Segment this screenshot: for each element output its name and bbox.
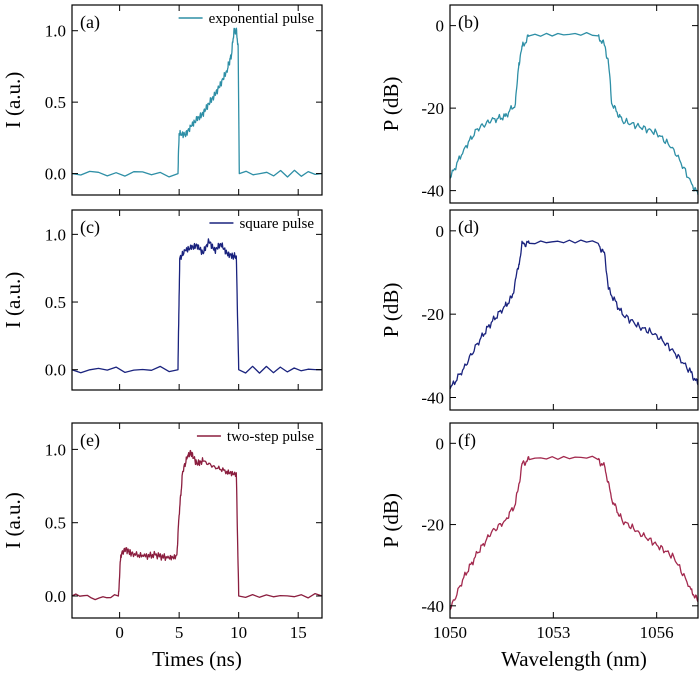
y-tick-label: 0 <box>436 222 445 241</box>
panel-a: 0.0 0.5 1.0 I (a.u.) (a) exponential pulse <box>1 4 323 196</box>
legend-label: two-step pulse <box>227 429 314 445</box>
y-tick-label: 0.0 <box>45 587 66 606</box>
panel-e: 0.0 0.5 1.0 0 5 10 15 I (a.u.) Times (ns) (e) two-… <box>1 422 323 671</box>
x-tick-label: 1050 <box>433 623 467 642</box>
y-tick-label: -40 <box>421 389 444 408</box>
panel-label: (d) <box>458 217 479 238</box>
plot-frame <box>71 422 323 619</box>
series-line <box>71 449 323 601</box>
plot-frame <box>449 4 699 204</box>
panel-label: (c) <box>80 217 100 238</box>
plot-frame <box>449 209 699 411</box>
legend-label: square pulse <box>239 216 314 232</box>
y-tick-label: 0 <box>436 434 445 453</box>
y-axis-label: I (a.u.) <box>1 492 25 549</box>
panel-label: (b) <box>458 12 479 33</box>
y-axis-label: P (dB) <box>379 77 403 132</box>
panel-c: 0.0 0.5 1.0 I (a.u.) (c) square pulse <box>1 209 323 391</box>
panel-b: 0 -20 -40 P (dB) (b) <box>379 4 699 204</box>
plot-frame <box>449 422 699 619</box>
panel-label: (f) <box>458 430 476 451</box>
x-tick-label: 0 <box>115 623 124 642</box>
x-tick-label: 1056 <box>640 623 674 642</box>
plot-frame <box>71 209 323 391</box>
y-axis-label: I (a.u.) <box>1 272 25 329</box>
y-axis-label: I (a.u.) <box>1 72 25 129</box>
x-tick-label: 5 <box>175 623 184 642</box>
series-line <box>449 31 699 195</box>
panel-d: 0 -20 -40 P (dB) (d) <box>379 209 699 411</box>
x-tick-label: 1053 <box>536 623 570 642</box>
y-tick-label: -40 <box>421 597 444 616</box>
y-tick-label: 1.0 <box>45 22 66 41</box>
series-line <box>71 27 323 178</box>
panel-label: (e) <box>80 430 100 451</box>
y-axis-label: P (dB) <box>379 493 403 548</box>
y-tick-label: -20 <box>421 99 444 118</box>
series-line <box>449 239 699 390</box>
y-tick-label: 1.0 <box>45 225 66 244</box>
plot-frame <box>71 4 323 196</box>
y-tick-label: -40 <box>421 182 444 201</box>
y-tick-label: 0.0 <box>45 361 66 380</box>
y-tick-label: -20 <box>421 516 444 535</box>
x-axis-label: Times (ns) <box>152 647 242 671</box>
x-tick-label: 10 <box>230 623 247 642</box>
y-tick-label: 1.0 <box>45 440 66 459</box>
y-axis-label: P (dB) <box>379 283 403 338</box>
y-tick-label: 0.0 <box>45 165 66 184</box>
panel-f: 0 -20 -40 1050 1053 1056 P (dB) Wavelength (nm)… <box>379 422 699 671</box>
x-axis-label: Wavelength (nm) <box>501 647 647 671</box>
panel-label: (a) <box>80 12 100 33</box>
y-tick-label: 0.5 <box>45 514 66 533</box>
series-line <box>71 238 323 374</box>
x-tick-label: 15 <box>290 623 307 642</box>
y-tick-label: -20 <box>421 305 444 324</box>
series-line <box>449 455 699 611</box>
legend-label: exponential pulse <box>209 11 315 27</box>
y-tick-label: 0 <box>436 17 445 36</box>
y-tick-label: 0.5 <box>45 293 66 312</box>
y-tick-label: 0.5 <box>45 93 66 112</box>
